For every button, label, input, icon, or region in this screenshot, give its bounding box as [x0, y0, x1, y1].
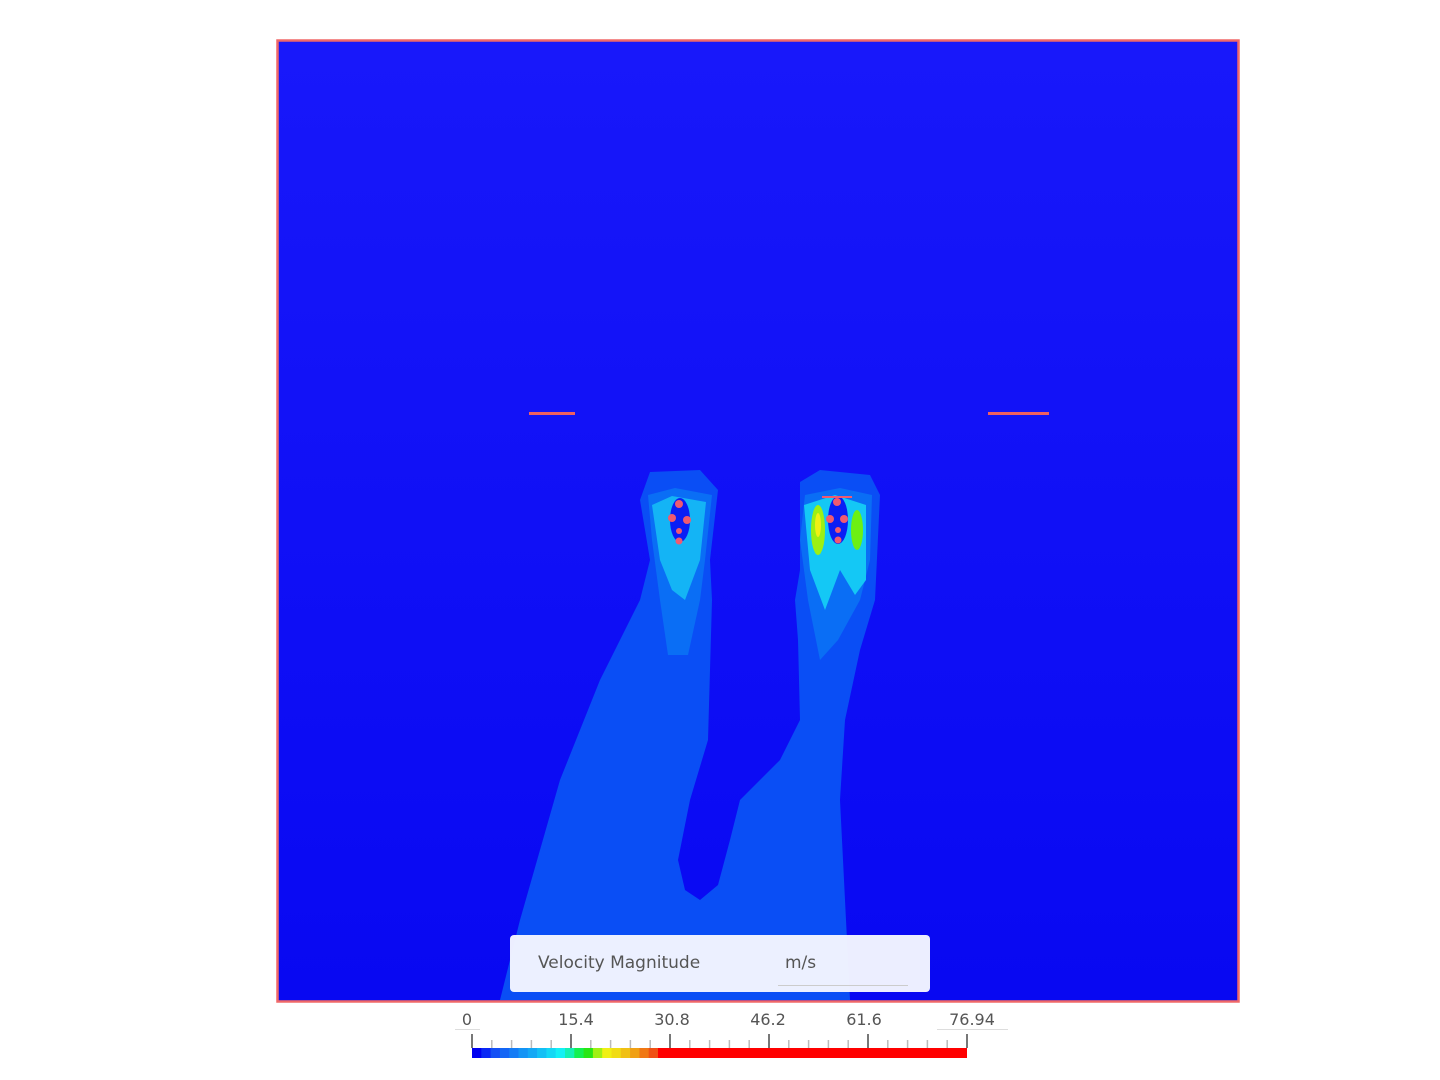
tick-label: 0	[461, 1010, 473, 1029]
boundary-marker-left	[529, 412, 575, 415]
boundary-marker-right	[988, 412, 1049, 415]
colorbar-segment	[509, 1048, 519, 1058]
colorbar-segment	[527, 1048, 538, 1058]
drone-rotors-left	[668, 500, 691, 545]
domain-frame	[276, 39, 1240, 1003]
colorbar-segment	[602, 1048, 612, 1058]
colorbar-segment	[583, 1048, 594, 1058]
tick-label: 15.4	[558, 1010, 594, 1029]
colorbar-segment	[555, 1048, 566, 1058]
dead-zone	[828, 496, 848, 544]
colorbar-segment	[611, 1048, 622, 1058]
colorbar-segment	[546, 1048, 557, 1058]
colorbar-segment	[592, 1048, 603, 1058]
velocity-plume-left-core	[652, 496, 706, 600]
tick-label: 30.8	[654, 1010, 690, 1029]
colorbar-segment	[630, 1048, 640, 1058]
colorbar-segment	[537, 1048, 547, 1058]
drone-rotors-right	[822, 496, 852, 544]
velocity-plume-outer	[500, 470, 880, 1000]
colorbar-segment	[481, 1048, 492, 1058]
colorbar-segment	[565, 1048, 575, 1058]
colorbar-segment	[499, 1048, 510, 1058]
velocity-jet-right	[851, 510, 863, 550]
tick-label: 61.6	[846, 1010, 882, 1029]
legend-title: Velocity Magnitude	[538, 953, 701, 973]
colorbar-segment	[574, 1048, 585, 1058]
colorbar	[455, 1029, 1008, 1058]
colorbar-segment	[658, 1048, 967, 1058]
colorbar-segment	[518, 1048, 529, 1058]
tick-label: 76.94	[949, 1010, 995, 1029]
tick-label: 46.2	[750, 1010, 786, 1029]
velocity-hotspot	[815, 513, 821, 537]
colorbar-segment	[472, 1048, 482, 1058]
dead-zone	[670, 498, 690, 542]
unit-underline	[778, 985, 908, 986]
legend-panel[interactable]: Velocity Magnitude m/s	[510, 935, 930, 992]
legend-unit-select[interactable]: m/s	[785, 953, 817, 973]
colorbar-segment	[648, 1048, 659, 1058]
colorbar-segment	[639, 1048, 650, 1058]
colorbar-segment	[490, 1048, 501, 1058]
colorbar-segment	[620, 1048, 631, 1058]
